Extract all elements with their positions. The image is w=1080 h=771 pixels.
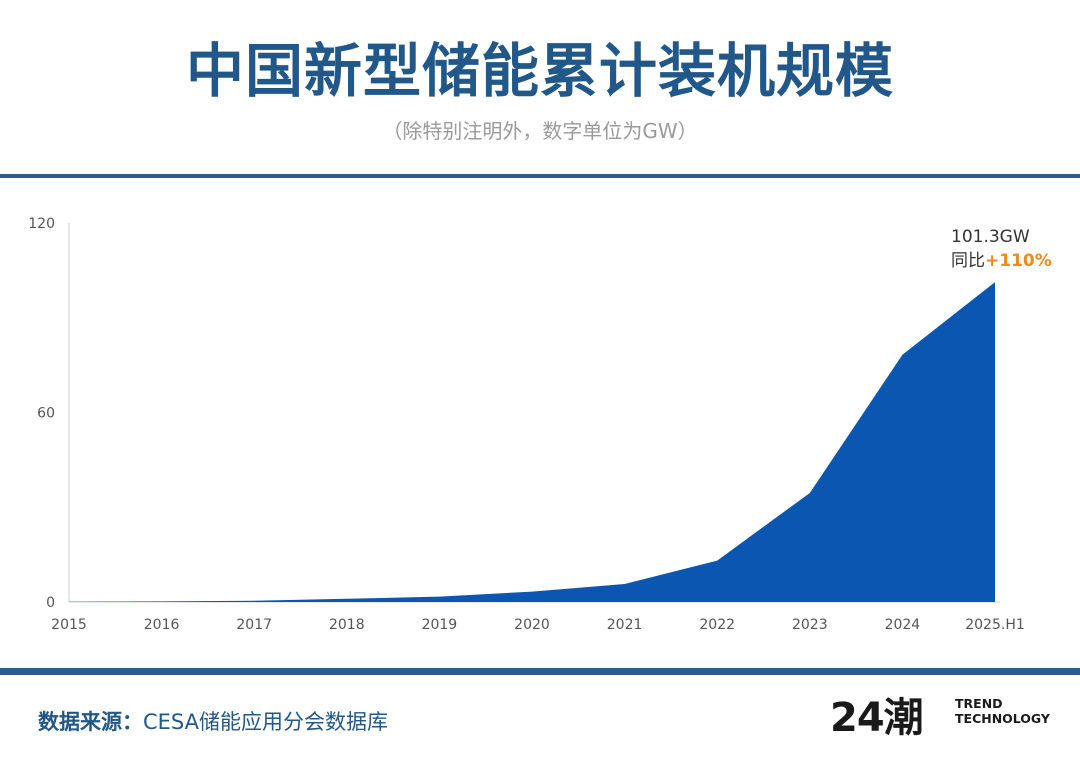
source-label: 数据来源： bbox=[38, 710, 143, 734]
annotation-yoy-value: +110% bbox=[985, 251, 1052, 271]
logo-mark: 24潮 bbox=[830, 695, 924, 741]
bottom-divider bbox=[0, 668, 1080, 675]
y-tick-label: 60 bbox=[37, 406, 55, 422]
x-tick-label: 2019 bbox=[422, 617, 458, 633]
x-tick-labels: 2015 2016 2017 2018 2019 2020 2021 2022 2023 2024… bbox=[51, 617, 1025, 633]
y-tick-label: 120 bbox=[28, 216, 55, 232]
annotation-yoy-label: 同比+110% bbox=[951, 251, 1052, 271]
x-tick-label: 2020 bbox=[514, 617, 550, 633]
annotation-value-label: 101.3GW bbox=[951, 227, 1030, 247]
x-tick-label: 2022 bbox=[699, 617, 735, 633]
brand-logo: 24潮 TREND TECHNOLOGY bbox=[830, 692, 1060, 752]
x-tick-label: 2017 bbox=[236, 617, 272, 633]
x-tick-label: 2024 bbox=[885, 617, 921, 633]
y-tick-labels: 0 60 120 bbox=[28, 216, 55, 611]
top-divider bbox=[0, 174, 1080, 178]
source-value: CESA储能应用分会数据库 bbox=[143, 710, 389, 734]
source-line: 数据来源：CESA储能应用分会数据库 bbox=[38, 707, 388, 737]
y-tick-label: 0 bbox=[46, 595, 55, 611]
x-tick-label: 2015 bbox=[51, 617, 87, 633]
x-tick-label: 2021 bbox=[607, 617, 643, 633]
logo-line-1: TREND bbox=[955, 696, 1003, 711]
area-series bbox=[69, 282, 995, 602]
x-tick-label: 2016 bbox=[144, 617, 180, 633]
page-title: 中国新型储能累计装机规模 bbox=[185, 37, 894, 105]
logo-line-2: TECHNOLOGY bbox=[955, 711, 1050, 726]
annotation-yoy-prefix: 同比 bbox=[951, 251, 985, 271]
x-tick-label: 2018 bbox=[329, 617, 365, 633]
x-tick-label: 2025.H1 bbox=[965, 617, 1025, 633]
x-tick-label: 2023 bbox=[792, 617, 828, 633]
page-subtitle: （除特别注明外，数字单位为GW） bbox=[382, 119, 698, 143]
logo-wordmark: TREND TECHNOLOGY bbox=[955, 696, 1050, 726]
